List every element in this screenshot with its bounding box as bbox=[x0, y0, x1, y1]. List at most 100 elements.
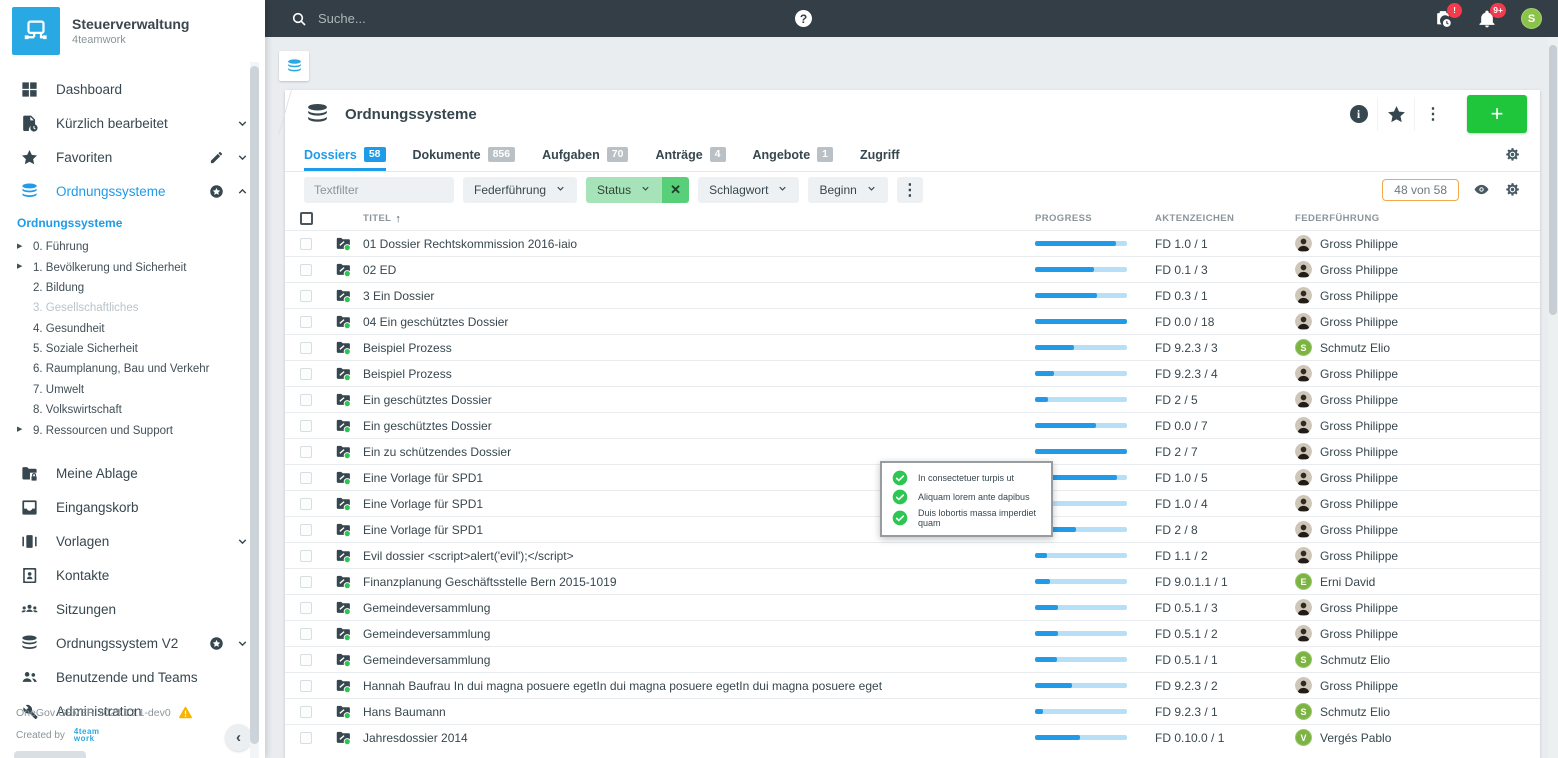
row-checkbox[interactable] bbox=[300, 601, 312, 614]
table-row[interactable]: Beispiel Prozess FD 9.2.3 / 3 S Schmutz Eli… bbox=[285, 334, 1540, 360]
dossier-title[interactable]: Eine Vorlage für SPD1 bbox=[363, 470, 484, 485]
table-row[interactable]: 01 Dossier Rechtskommission 2016-iaio FD … bbox=[285, 230, 1540, 256]
chevron-down-icon[interactable] bbox=[236, 637, 249, 650]
chevron-up-icon[interactable] bbox=[236, 185, 249, 198]
table-row[interactable]: Beispiel Prozess FD 9.2.3 / 4 Gross Philip… bbox=[285, 360, 1540, 386]
dossier-title[interactable]: Ein geschütztes Dossier bbox=[363, 392, 492, 407]
dossier-title[interactable]: Eine Vorlage für SPD1 bbox=[363, 496, 484, 511]
table-row[interactable]: Gemeindeversammlung FD 0.5.1 / 2 Gross Phi… bbox=[285, 620, 1540, 646]
dossier-title[interactable]: Eine Vorlage für SPD1 bbox=[363, 522, 484, 537]
favorite-button[interactable] bbox=[1377, 97, 1414, 131]
row-checkbox[interactable] bbox=[300, 679, 312, 692]
column-titel[interactable]: TITEL ↑ bbox=[363, 212, 402, 225]
more-actions-button[interactable]: ⋮ bbox=[1414, 97, 1451, 131]
sidebar-item-eingangskorb[interactable]: Eingangskorb bbox=[0, 491, 265, 525]
dossier-title[interactable]: Beispiel Prozess bbox=[363, 366, 452, 381]
row-checkbox[interactable] bbox=[300, 315, 312, 328]
sidebar-item-favoriten[interactable]: Favoriten bbox=[0, 140, 265, 174]
row-checkbox[interactable] bbox=[300, 731, 312, 744]
table-row[interactable]: Hannah Baufrau In dui magna posuere eget… bbox=[285, 672, 1540, 698]
tree-item-7-umwelt[interactable]: 7. Umwelt bbox=[17, 380, 265, 400]
tab-dokumente[interactable]: Dokumente 856 bbox=[413, 138, 516, 171]
row-checkbox[interactable] bbox=[300, 705, 312, 718]
table-row[interactable]: 3 Ein Dossier FD 0.3 / 1 Gross Philippe bbox=[285, 282, 1540, 308]
dossier-title[interactable]: Gemeindeversammlung bbox=[363, 626, 491, 641]
tree-item-8-volkswirtschaft[interactable]: 8. Volkswirtschaft bbox=[17, 400, 265, 420]
tab-antr-ge[interactable]: Anträge 4 bbox=[655, 138, 726, 171]
select-all-checkbox[interactable] bbox=[300, 212, 313, 225]
row-checkbox[interactable] bbox=[300, 393, 312, 406]
filter-federf-hrung[interactable]: Federführung bbox=[463, 176, 578, 203]
table-row[interactable]: Gemeindeversammlung FD 0.5.1 / 3 Gross Phi… bbox=[285, 594, 1540, 620]
info-button[interactable]: i bbox=[1340, 97, 1377, 131]
chevron-down-icon[interactable] bbox=[236, 535, 249, 548]
sidebar-item-sitzungen[interactable]: Sitzungen bbox=[0, 593, 265, 627]
sidebar-item-kontakte[interactable]: Kontakte bbox=[0, 559, 265, 593]
teamwork-logo[interactable]: 4team work bbox=[73, 727, 100, 743]
tab-zugriff[interactable]: Zugriff bbox=[860, 138, 900, 171]
sidebar-item-ordnungssysteme[interactable]: Ordnungssysteme bbox=[0, 174, 265, 208]
dossier-title[interactable]: Gemeindeversammlung bbox=[363, 652, 491, 667]
row-checkbox[interactable] bbox=[300, 471, 312, 484]
expand-arrow-icon[interactable]: ▶ bbox=[17, 426, 23, 434]
chevron-down-icon[interactable] bbox=[236, 117, 249, 130]
warning-icon[interactable] bbox=[178, 705, 193, 720]
row-checkbox[interactable] bbox=[300, 289, 312, 302]
table-row[interactable]: Eine Vorlage für SPD1 FD 1.0 / 4 Gross Phi… bbox=[285, 490, 1540, 516]
expand-arrow-icon[interactable]: ▶ bbox=[17, 243, 23, 250]
sidebar-scrollbar-thumb[interactable] bbox=[250, 66, 259, 744]
table-row[interactable]: 02 ED FD 0.1 / 3 Gross Philippe bbox=[285, 256, 1540, 282]
tree-item-1-bev-lkerung-und-sicherheit[interactable]: ▶ 1. Bevölkerung und Sicherheit bbox=[17, 257, 265, 277]
sidebar-item-dashboard[interactable]: Dashboard bbox=[0, 72, 265, 106]
expand-arrow-icon[interactable]: ▶ bbox=[17, 263, 23, 271]
row-checkbox[interactable] bbox=[300, 237, 312, 250]
bell-icon[interactable]: 9+ bbox=[1477, 2, 1506, 29]
more-filters-button[interactable]: ⋮ bbox=[896, 176, 923, 203]
table-row[interactable]: Ein zu schützendes Dossier FD 2 / 7 Gross … bbox=[285, 438, 1540, 464]
global-search[interactable]: Suche... bbox=[291, 11, 366, 27]
dossier-title[interactable]: Hannah Baufrau In dui magna posuere eget… bbox=[363, 678, 883, 693]
tabs-settings-button[interactable] bbox=[1504, 138, 1521, 171]
dossier-title[interactable]: Finanzplanung Geschäftsstelle Bern 2015-… bbox=[363, 574, 617, 589]
row-checkbox[interactable] bbox=[300, 523, 312, 536]
sidebar-collapse-button[interactable]: ‹ bbox=[225, 724, 252, 751]
row-checkbox[interactable] bbox=[300, 445, 312, 458]
dossier-title[interactable]: Hans Baumann bbox=[363, 704, 446, 719]
dossier-title[interactable]: 3 Ein Dossier bbox=[363, 288, 435, 303]
clear-filter-button[interactable]: ✕ bbox=[662, 176, 690, 203]
table-row[interactable]: 04 Ein geschütztes Dossier FD 0.0 / 18 Gro… bbox=[285, 308, 1540, 334]
filter-beginn[interactable]: Beginn bbox=[808, 176, 888, 203]
row-checkbox[interactable] bbox=[300, 549, 312, 562]
filter-schlagwort[interactable]: Schlagwort bbox=[698, 176, 800, 203]
dossier-title[interactable]: Ein geschütztes Dossier bbox=[363, 418, 492, 433]
dossier-title[interactable]: Jahresdossier 2014 bbox=[363, 730, 468, 745]
tree-item-0-f-hrung[interactable]: ▶ 0. Führung bbox=[17, 237, 265, 257]
filter-status[interactable]: Status bbox=[586, 176, 663, 203]
sidebar-item-benutzende-und-teams[interactable]: Benutzende und Teams bbox=[0, 661, 265, 695]
table-row[interactable]: Hans Baumann FD 9.2.3 / 1 S Schmutz Elio bbox=[285, 698, 1540, 724]
table-row[interactable]: Evil dossier <script>alert('evil');</scr… bbox=[285, 542, 1540, 568]
add-button[interactable]: + bbox=[1467, 95, 1527, 133]
tree-item-6-raumplanung-bau-und-verkehr[interactable]: 6. Raumplanung, Bau und Verkehr bbox=[17, 359, 265, 379]
sidebar-item-vorlagen[interactable]: Vorlagen bbox=[0, 525, 265, 559]
tab-dossiers[interactable]: Dossiers 58 bbox=[304, 138, 386, 171]
table-row[interactable]: Ein geschütztes Dossier FD 0.0 / 7 Gross P… bbox=[285, 412, 1540, 438]
tree-item-4-gesundheit[interactable]: 4. Gesundheit bbox=[17, 319, 265, 339]
row-checkbox[interactable] bbox=[300, 627, 312, 640]
table-row[interactable]: Finanzplanung Geschäftsstelle Bern 2015-… bbox=[285, 568, 1540, 594]
dossier-title[interactable]: Gemeindeversammlung bbox=[363, 600, 491, 615]
dossier-title[interactable]: Beispiel Prozess bbox=[363, 340, 452, 355]
sidebar-item-ordnungssystem-v2[interactable]: Ordnungssystem V2 bbox=[0, 627, 265, 661]
row-checkbox[interactable] bbox=[300, 575, 312, 588]
dossier-title[interactable]: 02 ED bbox=[363, 262, 397, 277]
column-federfuehrung[interactable]: FEDERFÜHRUNG bbox=[1295, 213, 1380, 224]
watch-button[interactable] bbox=[1473, 181, 1490, 198]
sidebar-item-meine-ablage[interactable]: Meine Ablage bbox=[0, 457, 265, 491]
row-checkbox[interactable] bbox=[300, 419, 312, 432]
tree-root-link[interactable]: Ordnungssysteme bbox=[17, 216, 123, 230]
tree-item-5-soziale-sicherheit[interactable]: 5. Soziale Sicherheit bbox=[17, 339, 265, 359]
help-icon[interactable]: ? bbox=[795, 10, 812, 27]
window-scrollbar-track[interactable] bbox=[1548, 37, 1558, 758]
breadcrumb-home[interactable] bbox=[279, 51, 309, 81]
dossier-title[interactable]: 04 Ein geschütztes Dossier bbox=[363, 314, 509, 329]
